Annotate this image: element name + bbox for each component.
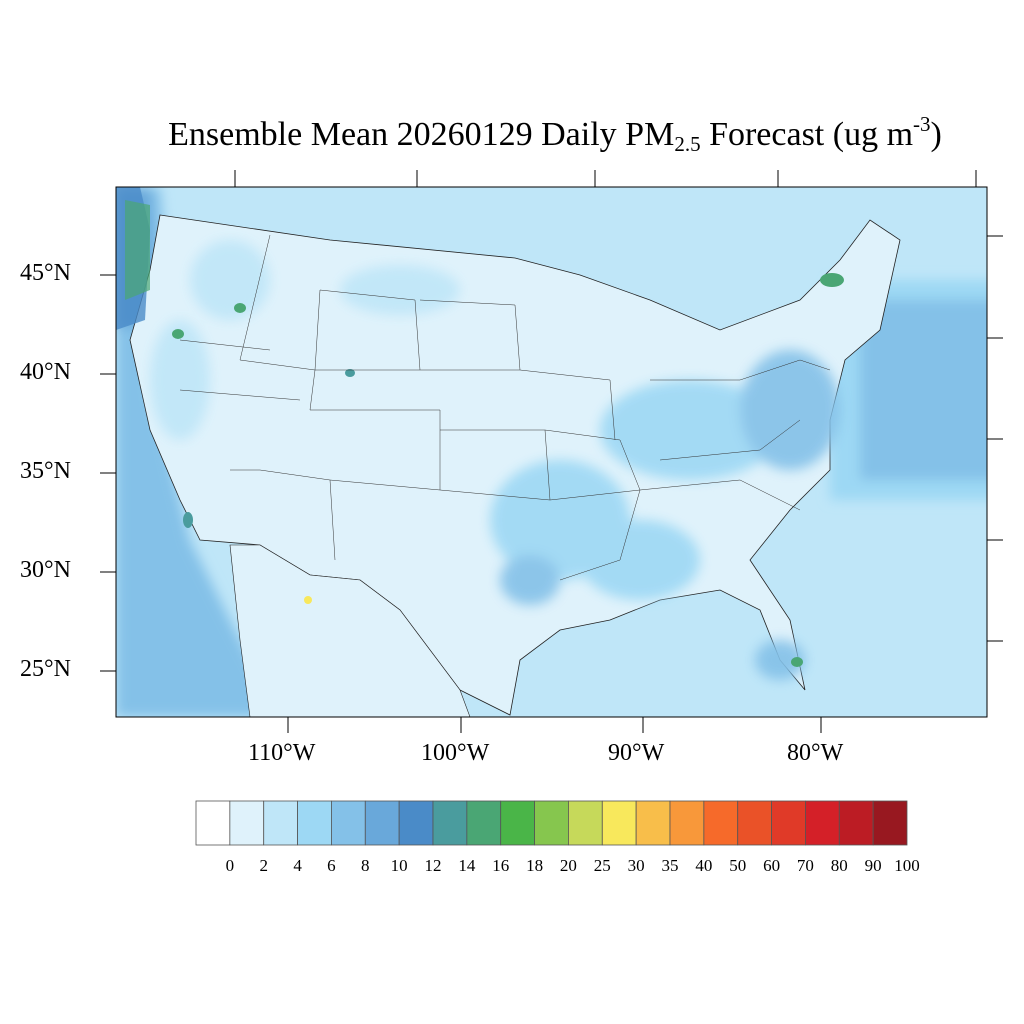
lat-label: 40°N — [20, 359, 71, 385]
map-title: Ensemble Mean 20260129 Daily PM2.5 Forec… — [168, 112, 942, 156]
colorbar-label: 14 — [458, 856, 476, 875]
colorbar-swatch — [229, 800, 265, 846]
lon-label: 90°W — [608, 740, 665, 766]
colorbar-label: 0 — [225, 856, 235, 875]
colorbar-swatch — [534, 800, 569, 846]
colorbar-label: 100 — [894, 856, 920, 875]
colorbar-swatch — [771, 800, 806, 846]
colorbar-label: 12 — [424, 856, 442, 875]
colorbar-label: 80 — [830, 856, 848, 875]
colorbar-label: 60 — [763, 856, 781, 875]
colorbar-swatch — [805, 800, 840, 846]
colorbar-label: 6 — [327, 856, 336, 875]
colorbar-label: 40 — [695, 856, 713, 875]
colorbar-swatch — [635, 800, 671, 846]
colorbar-swatch — [568, 800, 603, 846]
colorbar-label: 4 — [293, 856, 302, 875]
colorbar-label: 10 — [390, 856, 408, 875]
colorbar-swatch — [331, 800, 366, 846]
map-frame — [115, 186, 988, 718]
colorbar-swatch — [838, 800, 874, 846]
colorbar-swatch — [263, 800, 298, 846]
colorbar-label: 70 — [796, 856, 814, 875]
colorbar-swatch — [500, 800, 535, 846]
colorbar-swatch — [398, 800, 434, 846]
colorbar-label: 35 — [661, 856, 679, 875]
state-borders — [179, 234, 831, 581]
lat-label: 25°N — [20, 656, 71, 682]
colorbar-label: 30 — [627, 856, 645, 875]
colorbar-label: 2 — [259, 856, 268, 875]
colorbar-swatch — [737, 800, 772, 846]
lat-label: 45°N — [20, 260, 71, 286]
colorbar-swatch — [872, 800, 908, 846]
colorbar-label: 50 — [729, 856, 747, 875]
colorbar-swatch — [195, 800, 231, 846]
lon-label: 80°W — [787, 740, 844, 766]
colorbar-swatch — [703, 800, 739, 846]
colorbar-swatch — [364, 800, 400, 846]
colorbar-swatch — [432, 800, 468, 846]
colorbar-swatch — [601, 800, 637, 846]
colorbar-swatch — [297, 800, 332, 846]
lat-label: 30°N — [20, 557, 71, 583]
colorbar-swatch — [669, 800, 705, 846]
lat-label: 35°N — [20, 458, 71, 484]
colorbar-label: 16 — [492, 856, 510, 875]
lon-label: 100°W — [421, 740, 490, 766]
colorbar-label: 25 — [593, 856, 611, 875]
colorbar — [195, 800, 908, 846]
colorbar-label: 8 — [361, 856, 370, 875]
colorbar-label: 18 — [526, 856, 544, 875]
colorbar-swatch — [466, 800, 502, 846]
lon-label: 110°W — [248, 740, 316, 766]
colorbar-label: 20 — [559, 856, 577, 875]
axis-ticks — [100, 170, 1003, 733]
colorbar-label: 90 — [864, 856, 882, 875]
